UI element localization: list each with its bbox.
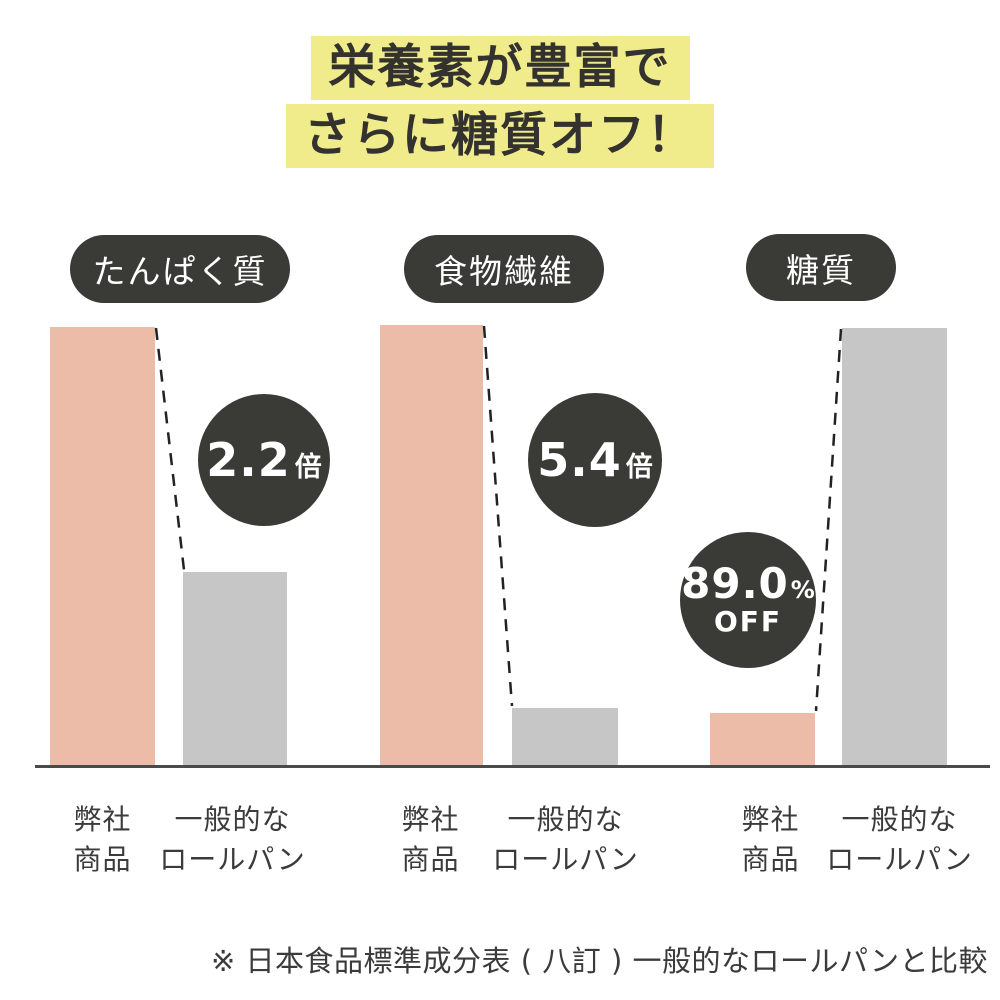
badge-row: 5.4 倍 [537, 432, 653, 487]
bar-sugar-generic-roll [842, 328, 947, 766]
footnote: ※ 日本食品標準成分表 ( 八訂 ) 一般的なロールパンと比較 [211, 944, 988, 978]
xlabel-protein-generic-roll: 一般的な ロールパン [155, 800, 310, 880]
connector-protein [154, 327, 186, 571]
xlabel-line: 弊社 [401, 803, 460, 836]
badge-row: 89.0 % [681, 558, 815, 608]
xlabel-line: 弊社 [73, 803, 132, 836]
bar-sugar-our-product [710, 713, 815, 766]
badge-sugar-off: 89.0 % OFF [680, 532, 816, 668]
xlabel-line: 商品 [73, 843, 132, 876]
xlabel-line: ロールパン [159, 843, 306, 876]
xlabel-line: 一般的な [507, 803, 624, 836]
xlabel-protein-our-product: 弊社 商品 [40, 800, 165, 880]
xlabel-line: 商品 [741, 843, 800, 876]
bar-protein-our-product [50, 327, 155, 766]
bar-fiber-generic-roll [512, 708, 618, 766]
badge-line2: OFF [713, 604, 783, 638]
badge-suffix: 倍 [294, 451, 322, 483]
badge-row: 2.2 倍 [206, 432, 322, 487]
title-line-2: さらに糖質オフ！ [286, 104, 714, 168]
xlabel-line: ロールパン [492, 843, 639, 876]
xlabel-line: 一般的な [841, 803, 958, 836]
xlabel-line: ロールパン [826, 843, 973, 876]
title-line-1: 栄養素が豊富で [310, 36, 690, 100]
connector-fiber [482, 325, 514, 707]
title-block: 栄養素が豊富で さらに糖質オフ！ [0, 36, 1000, 172]
badge-value: 5.4 [537, 432, 622, 487]
xlabel-fiber-generic-roll: 一般的な ロールパン [488, 800, 643, 880]
xlabel-fiber-our-product: 弊社 商品 [368, 800, 493, 880]
bar-fiber-our-product [380, 325, 483, 766]
xlabel-line: 一般的な [174, 803, 291, 836]
chart-baseline [35, 765, 990, 768]
badge-fiber-ratio: 5.4 倍 [528, 393, 662, 527]
category-pill-fiber: 食物繊維 [404, 235, 604, 303]
category-pill-protein: たんぱく質 [70, 235, 290, 303]
xlabel-line: 弊社 [741, 803, 800, 836]
xlabel-line: 商品 [401, 843, 460, 876]
xlabel-sugar-our-product: 弊社 商品 [708, 800, 833, 880]
connector-sugar [814, 328, 843, 712]
xlabel-sugar-generic-roll: 一般的な ロールパン [822, 800, 977, 880]
badge-suffix: 倍 [625, 451, 653, 483]
category-pill-sugar: 糖質 [746, 234, 896, 301]
badge-value: 2.2 [206, 432, 291, 487]
bar-protein-generic-roll [183, 572, 287, 766]
badge-value: 89.0 [681, 558, 789, 608]
badge-suffix: % [790, 575, 815, 604]
badge-protein-ratio: 2.2 倍 [198, 394, 330, 526]
